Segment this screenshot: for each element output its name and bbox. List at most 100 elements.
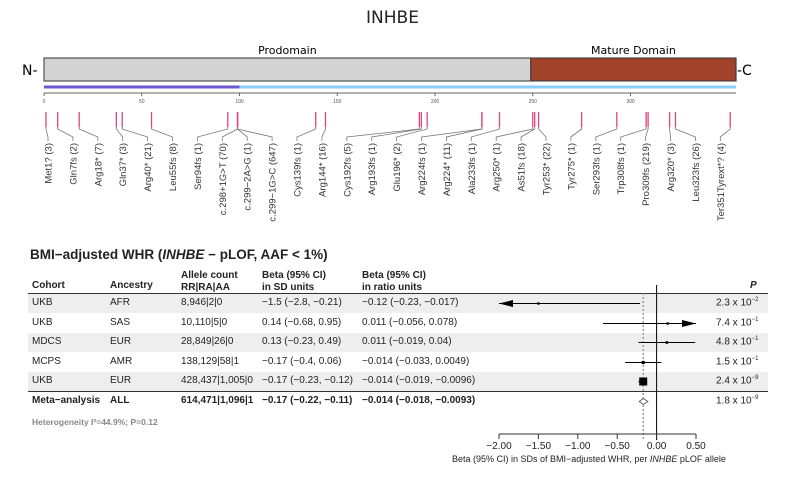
- forest-title-suffix: − pLOF, AAF < 1%): [204, 247, 328, 262]
- cell-beta-ratio: −0.014 (−0.033, 0.0049): [362, 356, 470, 367]
- figure-title: INHBE: [366, 8, 419, 28]
- heterogeneity-note: Heterogeneity I²=44.9%; P=0.12: [32, 417, 158, 427]
- variant-connector: [78, 127, 99, 141]
- domain-label: Mature Domain: [591, 44, 676, 57]
- header-allele-line1: Allele count: [181, 270, 238, 281]
- cell-beta-sd: −0.17 (−0.23, −0.12): [262, 375, 353, 386]
- variant-label: As51fs (18): [517, 143, 528, 192]
- forest-title: BMI−adjusted WHR (INHBE − pLOF, AAF < 1%…: [30, 247, 328, 262]
- variant-connector: [421, 127, 483, 141]
- cell-p-value: 7.4 x 10−1: [716, 317, 758, 328]
- variant-connector: [495, 127, 534, 141]
- variant-label: Arg320* (3): [666, 143, 677, 192]
- cell-cohort: MDCS: [32, 336, 62, 347]
- cell-beta-sd: −0.17 (−0.4, 0.06): [262, 356, 342, 367]
- p-value-base: 2.3 x 10: [716, 297, 752, 309]
- variant-connector: [371, 127, 422, 141]
- variant-connector: [121, 127, 149, 141]
- x-tick-label: −1.00: [565, 441, 591, 452]
- x-axis-label: Beta (95% CI) in SDs of BMI−adjusted WHR…: [452, 454, 726, 464]
- cell-beta-ratio: 0.011 (−0.056, 0.078): [362, 317, 458, 328]
- table-row: UKB AFR 8,946|2|0 −1.5 (−2.8, −0.21) −0.12 (…: [28, 294, 768, 313]
- variant-connector: [538, 127, 547, 141]
- table-row: MCPS AMR 138,129|58|1 −0.17 (−0.4, 0.06) −0.…: [28, 353, 768, 372]
- cell-ancestry: EUR: [110, 336, 132, 347]
- variant-label: c.299−2A>G (1): [243, 143, 254, 211]
- table-row: UKB EUR 428,437|1,005|0 −0.17 (−0.23, −0.12…: [28, 372, 768, 391]
- variant-connector: [45, 127, 49, 141]
- p-value-exponent: −2: [751, 297, 759, 303]
- axis-tick-label: 100: [235, 99, 244, 105]
- p-value-exponent: −9: [751, 395, 759, 401]
- variant-connector: [645, 127, 649, 141]
- header-ancestry: Ancestry: [110, 280, 153, 291]
- protein-diagram: N- -C Prodomain Mature Domain 0 50 100 150 20…: [22, 44, 752, 222]
- variant-label: Arg224fs (1): [417, 143, 428, 195]
- variant-label: Gln37* (3): [118, 143, 129, 186]
- variant-connector: [346, 127, 420, 141]
- cell-beta-ratio: −0.014 (−0.018, −0.0093): [362, 395, 476, 406]
- x-tick-label: 0.00: [647, 441, 667, 452]
- p-value-exponent: −9: [751, 375, 759, 381]
- variant-label: Ser94fs (1): [193, 143, 204, 190]
- variant-connector: [237, 127, 273, 141]
- p-value-exponent: −1: [751, 356, 759, 362]
- variant-connector: [520, 127, 536, 141]
- header-beta-sd-line2: in SD units: [262, 282, 315, 293]
- axis-tick-label: 250: [529, 99, 538, 105]
- variant-label: Met1? (3): [44, 143, 55, 184]
- variant-connector: [445, 127, 483, 141]
- variant-connector: [196, 127, 229, 141]
- p-value-base: 1.5 x 10: [716, 356, 752, 368]
- cell-beta-ratio: 0.011 (−0.019, 0.04): [362, 336, 452, 347]
- variant-label: Arg193fs (1): [367, 143, 378, 195]
- cell-cohort: UKB: [32, 317, 53, 328]
- x-axis-label-prefix: Beta (95% CI) in SDs of BMI−adjusted WHR…: [452, 454, 650, 464]
- variant-label: Cys139fs (1): [293, 143, 304, 197]
- x-axis-label-suffix: pLOF allele: [677, 454, 726, 464]
- variant-connector: [719, 127, 731, 141]
- variant-label: Arg144* (16): [317, 143, 328, 197]
- variant-label: Gln7fs (2): [68, 143, 79, 185]
- cell-cohort: Meta−analysis: [32, 395, 101, 406]
- cell-beta-sd: 0.13 (−0.23, 0.49): [262, 336, 342, 347]
- x-tick-label: −2.00: [486, 441, 512, 452]
- variant-label: Tyr253* (22): [542, 143, 553, 195]
- variant-connector: [620, 127, 647, 141]
- variant-connector: [396, 127, 428, 141]
- cell-beta-ratio: −0.014 (−0.019, −0.0096): [362, 375, 476, 386]
- x-axis-label-gene: INHBE: [649, 454, 678, 464]
- variant-connector: [321, 127, 326, 141]
- domain-label: Prodomain: [258, 44, 317, 57]
- n-terminus-label: N-: [22, 63, 38, 79]
- x-tick-label: −0.50: [605, 441, 631, 452]
- axis-tick-label: 50: [139, 99, 145, 105]
- x-tick-label: 0.50: [686, 441, 706, 452]
- cell-p-value: 1.8 x 10−9: [716, 395, 758, 406]
- header-beta-sd: Beta (95% CI) in SD units: [262, 270, 326, 294]
- cell-allele: 614,471|1,096|1: [181, 395, 254, 406]
- axis-tick-label: 200: [431, 99, 440, 105]
- variant-label: c.299−1G>C (647): [268, 143, 279, 222]
- variant-label: Pro309fs (219): [641, 143, 652, 206]
- variant-connector: [221, 127, 238, 141]
- variant-label: Arg250* (1): [492, 143, 503, 192]
- variant-label: Arg224* (11): [442, 143, 453, 196]
- cell-ancestry: AFR: [110, 297, 130, 308]
- variant-connector: [115, 127, 124, 141]
- p-value-base: 1.8 x 10: [716, 395, 752, 407]
- cell-ancestry: EUR: [110, 375, 132, 386]
- cell-beta-ratio: −0.12 (−0.23, −0.017): [362, 297, 459, 308]
- cell-allele: 8,946|2|0: [181, 297, 223, 308]
- variant-connector: [57, 127, 74, 141]
- p-value-base: 2.4 x 10: [716, 375, 752, 387]
- variant-connector: [675, 127, 696, 141]
- variant-label: Arg18* (7): [93, 143, 104, 186]
- cell-p-value: 4.8 x 10−1: [716, 336, 758, 347]
- axis-tick-label: 300: [626, 99, 635, 105]
- variant-connector: [296, 127, 317, 141]
- c-terminus-label: -C: [737, 63, 752, 79]
- header-allele-line2: RR|RA|AA: [181, 282, 230, 293]
- header-beta-sd-line1: Beta (95% CI): [262, 270, 326, 281]
- variant-label: Leu55fs (8): [168, 143, 179, 191]
